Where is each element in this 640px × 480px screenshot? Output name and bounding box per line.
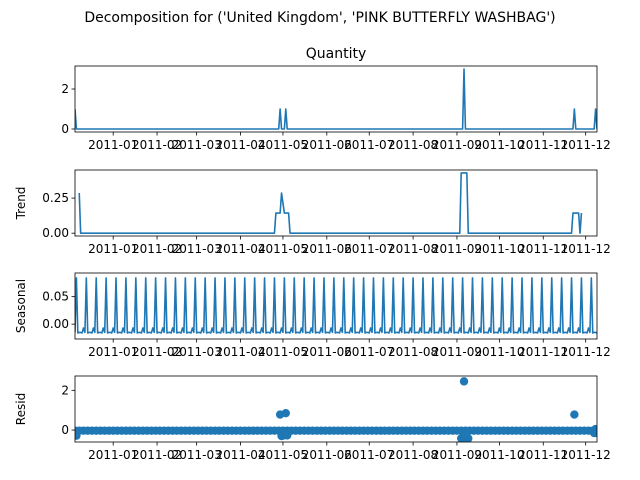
resid-xtick-label: 2011-06	[302, 448, 352, 462]
seasonal-xtick-label: 2011-06	[302, 345, 352, 359]
resid-xtick-label: 2011-05	[258, 448, 308, 462]
seasonal-xtick-label: 2011-08	[388, 345, 438, 359]
seasonal-xtick-label: 2011-05	[258, 345, 308, 359]
panels-group: 022011-012011-022011-032011-042011-05201…	[14, 46, 611, 462]
trend-ylabel: Trend	[14, 187, 28, 221]
trend-axes-frame	[74, 169, 598, 237]
seasonal-ytick-label: 0.05	[42, 290, 69, 304]
seasonal-xtick-label: 2011-11	[518, 345, 568, 359]
seasonal-panel: 0.000.052011-012011-022011-032011-042011…	[14, 272, 611, 359]
trend-xtick-label: 2011-08	[388, 242, 438, 256]
resid-xtick-label: 2011-11	[518, 448, 568, 462]
resid-point	[592, 428, 597, 438]
observed-xtick-label: 2011-07	[344, 138, 394, 152]
trend-xtick-label: 2011-03	[172, 242, 222, 256]
observed-xtick-label: 2011-08	[388, 138, 438, 152]
resid-ytick-label: 2	[61, 383, 69, 397]
resid-plot-area	[75, 377, 597, 442]
observed-panel: 022011-012011-022011-032011-042011-05201…	[61, 46, 610, 152]
observed-axes-frame	[74, 65, 598, 133]
resid-xtick-label: 2011-08	[388, 448, 438, 462]
resid-xtick-label: 2011-01	[88, 448, 138, 462]
resid-ytick-label: 0	[61, 423, 69, 437]
resid-xtick-label: 2011-12	[561, 448, 611, 462]
observed-series-line	[75, 68, 597, 130]
resid-point	[75, 431, 81, 440]
trend-xtick-label: 2011-11	[518, 242, 568, 256]
observed-xtick-label: 2011-11	[518, 138, 568, 152]
resid-xtick-label: 2011-07	[344, 448, 394, 462]
observed-xtick-label: 2011-09	[432, 138, 482, 152]
seasonal-series-line	[75, 277, 597, 334]
seasonal-axes-frame	[74, 272, 598, 340]
trend-xtick-label: 2011-04	[215, 242, 265, 256]
resid-xtick-label: 2011-04	[215, 448, 265, 462]
observed-xtick-label: 2011-05	[258, 138, 308, 152]
trend-xtick-label: 2011-01	[88, 242, 138, 256]
trend-xtick-label: 2011-09	[432, 242, 482, 256]
trend-xtick-label: 2011-12	[561, 242, 611, 256]
trend-series-line	[78, 172, 583, 234]
trend-xtick-label: 2011-07	[344, 242, 394, 256]
resid-point	[283, 431, 292, 440]
seasonal-xtick-label: 2011-07	[344, 345, 394, 359]
resid-point	[464, 434, 473, 442]
resid-point	[459, 377, 469, 386]
observed-xtick-label: 2011-02	[132, 138, 182, 152]
seasonal-xtick-label: 2011-04	[215, 345, 265, 359]
seasonal-plot-area	[75, 277, 597, 334]
observed-xtick-label: 2011-10	[474, 138, 524, 152]
figure-suptitle: Decomposition for ('United Kingdom', 'PI…	[84, 10, 555, 26]
resid-point	[570, 410, 579, 419]
seasonal-ylabel: Seasonal	[14, 279, 28, 333]
resid-axes-frame	[74, 375, 598, 443]
observed-xtick-label: 2011-01	[88, 138, 138, 152]
resid-ylabel: Resid	[14, 393, 28, 425]
trend-xtick-label: 2011-10	[474, 242, 524, 256]
trend-ytick-label: 0.00	[42, 226, 69, 240]
observed-title: Quantity	[306, 46, 367, 62]
observed-xtick-label: 2011-03	[172, 138, 222, 152]
resid-xtick-label: 2011-02	[132, 448, 182, 462]
seasonal-xtick-label: 2011-02	[132, 345, 182, 359]
trend-plot-area	[78, 172, 583, 234]
observed-xtick-label: 2011-06	[302, 138, 352, 152]
observed-ytick-label: 0	[61, 122, 69, 136]
trend-ytick-label: 0.25	[42, 191, 69, 205]
seasonal-ytick-label: 0.00	[42, 317, 69, 331]
resid-xtick-label: 2011-09	[432, 448, 482, 462]
trend-xtick-label: 2011-02	[132, 242, 182, 256]
resid-point	[281, 408, 290, 418]
seasonal-xtick-label: 2011-12	[561, 345, 611, 359]
trend-xtick-label: 2011-06	[302, 242, 352, 256]
seasonal-xtick-label: 2011-09	[432, 345, 482, 359]
seasonal-xtick-label: 2011-10	[474, 345, 524, 359]
observed-ytick-label: 2	[61, 82, 69, 96]
trend-xtick-label: 2011-05	[258, 242, 308, 256]
observed-xtick-label: 2011-04	[215, 138, 265, 152]
observed-xtick-label: 2011-12	[561, 138, 611, 152]
resid-panel: 022011-012011-022011-032011-042011-05201…	[14, 375, 611, 462]
seasonal-xtick-label: 2011-01	[88, 345, 138, 359]
observed-plot-area	[75, 68, 597, 130]
resid-xtick-label: 2011-10	[474, 448, 524, 462]
trend-panel: 0.000.252011-012011-022011-032011-042011…	[14, 169, 611, 256]
resid-xtick-label: 2011-03	[172, 448, 222, 462]
seasonal-xtick-label: 2011-03	[172, 345, 222, 359]
